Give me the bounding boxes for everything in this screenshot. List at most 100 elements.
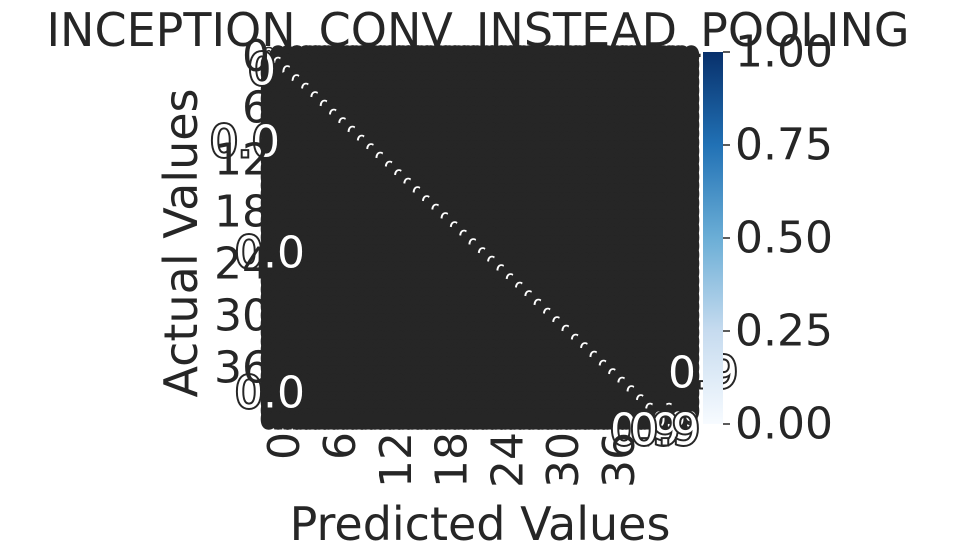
heatmap-cell [484, 302, 495, 312]
heatmap-cell [280, 311, 290, 321]
heatmap-cell [438, 242, 448, 252]
heatmap-cell [642, 77, 653, 87]
heatmap-cell [456, 328, 467, 338]
heatmap-cell [503, 328, 513, 338]
heatmap-cell [456, 103, 467, 113]
heatmap-cell [493, 259, 504, 269]
heatmap-cell [503, 86, 513, 96]
heatmap-cell [438, 337, 448, 347]
heatmap-cell [335, 60, 346, 70]
heatmap-cell [410, 181, 420, 191]
heatmap-cell [605, 207, 616, 217]
heatmap-cell [428, 354, 439, 364]
heatmap-cell [466, 155, 476, 165]
heatmap-cell [447, 155, 457, 165]
heatmap-cell [577, 86, 588, 96]
heatmap-cell [354, 346, 364, 355]
heatmap-cell [382, 173, 392, 182]
heatmap-cell [493, 354, 504, 364]
heatmap-cell [652, 242, 662, 252]
heatmap-cell [410, 354, 420, 364]
heatmap-cell [633, 225, 643, 234]
heatmap-cell [577, 311, 588, 321]
heatmap-cell [307, 129, 318, 139]
heatmap-cell [633, 216, 643, 226]
heatmap-cell [521, 69, 532, 79]
heatmap-cell [475, 86, 485, 96]
heatmap-cell [354, 138, 364, 148]
heatmap-cell [466, 328, 476, 338]
heatmap-cell [317, 77, 327, 87]
heatmap-cell [456, 294, 467, 304]
heatmap-cell [363, 95, 374, 105]
heatmap-cell [447, 77, 457, 87]
heatmap-cell [512, 147, 523, 157]
heatmap-cell [642, 164, 653, 174]
heatmap-cell [596, 328, 606, 338]
heatmap-cell [531, 259, 541, 269]
heatmap-cell [503, 164, 513, 174]
heatmap-cell [512, 302, 523, 312]
heatmap-cell [289, 164, 299, 174]
heatmap-cell [335, 276, 346, 286]
heatmap-cell [438, 173, 448, 182]
heatmap-cell [289, 268, 299, 278]
heatmap-cell [438, 320, 448, 330]
heatmap-cell [326, 103, 337, 113]
heatmap-cell [642, 328, 653, 338]
heatmap-cell [354, 52, 364, 61]
x-tick-label: 36 [594, 432, 645, 488]
heatmap-cell [661, 311, 671, 321]
heatmap-cell [326, 225, 337, 234]
heatmap-cell [363, 311, 374, 321]
heatmap-cell [466, 164, 476, 174]
heatmap-cell [307, 372, 318, 381]
heatmap-cell [531, 138, 541, 148]
heatmap-cell [326, 95, 337, 105]
heatmap-cell [577, 294, 588, 304]
heatmap-cell [326, 199, 337, 208]
heatmap-cell [605, 320, 616, 330]
heatmap-cell [652, 112, 662, 122]
heatmap-cell [410, 112, 420, 122]
heatmap-cell [428, 173, 439, 182]
heatmap-cell [428, 346, 439, 355]
heatmap-cell [391, 147, 402, 157]
heatmap-cell [475, 181, 485, 191]
heatmap-cell [382, 250, 392, 260]
heatmap-cell [577, 155, 588, 165]
heatmap-cell [559, 138, 569, 148]
heatmap-cell [345, 155, 355, 165]
heatmap-cell [326, 268, 337, 278]
heatmap-cell [373, 181, 383, 191]
heatmap-cell [521, 207, 532, 217]
heatmap-cell [456, 112, 467, 122]
heatmap-cell [605, 225, 616, 234]
heatmap-cell [670, 337, 681, 347]
heatmap-cell [317, 190, 327, 200]
heatmap-cell [280, 147, 290, 157]
heatmap-cell [540, 155, 550, 165]
heatmap-cell [326, 69, 337, 79]
heatmap-cell [605, 112, 616, 122]
heatmap-cell [540, 52, 550, 61]
heatmap-cell [614, 311, 625, 321]
heatmap-cell [670, 311, 681, 321]
heatmap-cell [652, 328, 662, 338]
heatmap-cell [307, 86, 318, 96]
heatmap-cell [345, 233, 355, 243]
heatmap-cell [521, 225, 532, 234]
heatmap-cell [614, 138, 625, 148]
heatmap-cell [596, 363, 606, 373]
heatmap-cell [335, 155, 346, 165]
heatmap-cell [354, 121, 364, 131]
heatmap-cell [549, 363, 560, 373]
heatmap-cell [354, 294, 364, 304]
heatmap-cell [484, 52, 495, 61]
heatmap-cell [447, 285, 457, 295]
heatmap-cell [661, 320, 671, 330]
heatmap-cell [400, 86, 411, 96]
heatmap-cell [549, 103, 560, 113]
heatmap-cell [586, 320, 597, 330]
